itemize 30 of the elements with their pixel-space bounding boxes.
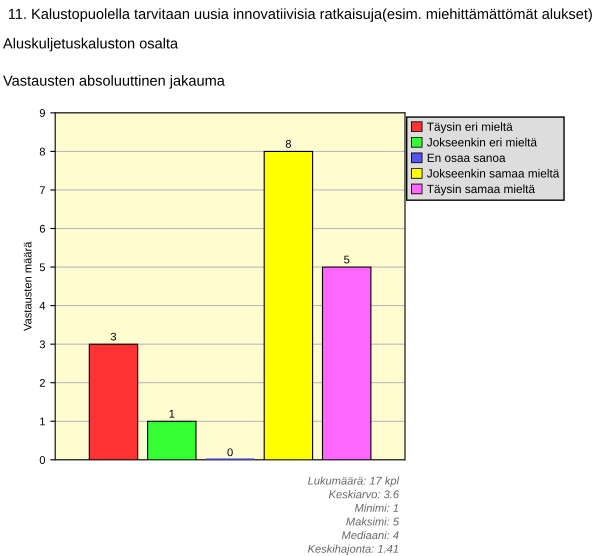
data-label: 0 <box>227 448 233 456</box>
chart-title: 11. Kalustopuolella tarvitaan uusia innovatiivisia ratkaisuja(esim. miehittämättömät alukset) <box>8 8 592 22</box>
legend-label: Täysin eri mieltä <box>427 122 513 134</box>
legend-label: Jokseenkin samaa mieltä <box>426 168 560 178</box>
data-label: 5 <box>344 256 350 264</box>
y-tick-label: 0 <box>40 456 46 464</box>
y-tick-label: 9 <box>40 109 45 118</box>
y-tick-label: 3 <box>40 340 45 348</box>
y-tick-label: 7 <box>40 186 45 194</box>
y-tick-label: 5 <box>40 263 46 272</box>
text: Lukumäärä: 17 kpl <box>308 476 400 487</box>
legend-label: Täysin samaa mieltä <box>427 184 536 196</box>
text: Keskihajonta: 1.41 <box>308 544 398 555</box>
data-label: 8 <box>286 140 292 148</box>
data-label: 1 <box>170 410 174 418</box>
legend-label: Jokseenkin eri mieltä <box>426 138 538 146</box>
text: Maksimi: 5 <box>346 517 400 526</box>
y-tick-label: 6 <box>40 224 45 233</box>
y-tick-label: 8 <box>40 148 45 156</box>
y-tick-label: 4 <box>40 302 46 310</box>
y-tick-label: 1 <box>40 418 45 426</box>
text: Mediaani: 4 <box>342 530 399 540</box>
chart-subtitle: Aluskuljetuskaluston osalta <box>3 38 178 52</box>
text: Minimi: 1 <box>354 504 398 512</box>
y-axis-title: Vastausten määrä <box>24 242 32 331</box>
data-label: 3 <box>110 332 116 341</box>
y-tick-label: 2 <box>40 378 45 387</box>
text: Vastausten absoluuttinen jakauma <box>3 75 225 89</box>
legend-label: En osaa sanoa <box>428 154 506 162</box>
text: Keskiarvo: 3.6 <box>328 490 400 498</box>
